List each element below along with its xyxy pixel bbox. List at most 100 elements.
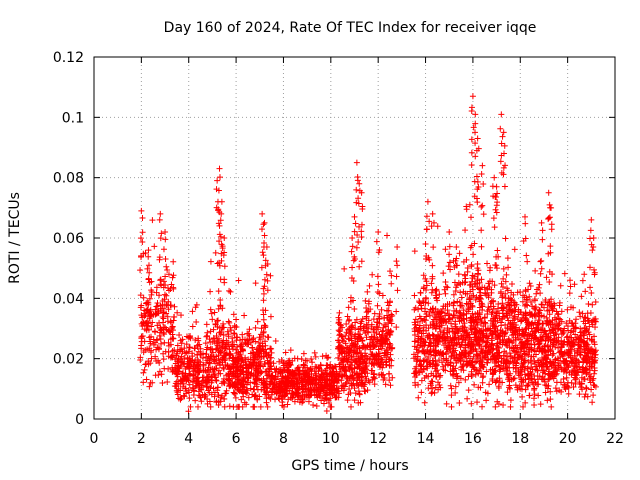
- data-point: [261, 360, 268, 367]
- data-point: [464, 290, 471, 297]
- data-point: [287, 361, 294, 368]
- data-point: [332, 389, 339, 396]
- data-point: [192, 397, 199, 404]
- data-point: [440, 355, 447, 362]
- data-point: [310, 401, 317, 408]
- data-point: [347, 331, 354, 338]
- data-point: [153, 337, 160, 344]
- data-point: [174, 309, 181, 316]
- data-point: [358, 258, 365, 265]
- data-point: [589, 301, 596, 308]
- data-point: [415, 394, 422, 401]
- data-point: [246, 326, 253, 333]
- data-point: [267, 363, 274, 370]
- data-point: [503, 339, 510, 346]
- data-point: [506, 339, 513, 346]
- data-point: [227, 288, 234, 295]
- data-point: [499, 133, 506, 140]
- data-point: [494, 190, 501, 197]
- data-point: [480, 355, 487, 362]
- data-point: [252, 338, 259, 345]
- data-point: [204, 400, 211, 407]
- data-point: [226, 403, 233, 410]
- data-point: [233, 337, 240, 344]
- data-point: [263, 244, 270, 251]
- data-point: [581, 271, 588, 278]
- data-point: [473, 173, 480, 180]
- data-point: [157, 276, 164, 283]
- data-point: [479, 361, 486, 368]
- data-point: [447, 342, 454, 349]
- data-point: [482, 389, 489, 396]
- data-point: [359, 316, 366, 323]
- data-point: [484, 260, 491, 267]
- data-point: [503, 360, 510, 367]
- data-point: [493, 193, 500, 200]
- data-point: [346, 385, 353, 392]
- data-point: [428, 280, 435, 287]
- data-point: [378, 371, 385, 378]
- data-point: [469, 93, 476, 100]
- data-point: [174, 389, 181, 396]
- data-point: [341, 372, 348, 379]
- data-point: [386, 370, 393, 377]
- data-point: [468, 371, 475, 378]
- data-point: [181, 355, 188, 362]
- data-point: [355, 330, 362, 337]
- data-point: [525, 352, 532, 359]
- data-point: [458, 294, 465, 301]
- data-point: [153, 284, 160, 291]
- data-point: [158, 230, 165, 237]
- data-point: [424, 363, 431, 370]
- data-point: [210, 326, 217, 333]
- data-point: [500, 401, 507, 408]
- data-point: [234, 360, 241, 367]
- data-point: [463, 332, 470, 339]
- data-point: [215, 402, 222, 409]
- data-point: [499, 316, 506, 323]
- data-point: [539, 227, 546, 234]
- data-point: [455, 379, 462, 386]
- data-point: [476, 342, 483, 349]
- data-point: [155, 372, 162, 379]
- data-point: [233, 346, 240, 353]
- data-point: [355, 355, 362, 362]
- data-point: [389, 344, 396, 351]
- data-point: [241, 399, 248, 406]
- data-point: [435, 379, 442, 386]
- data-point: [198, 398, 205, 405]
- data-point: [463, 300, 470, 307]
- data-point: [160, 350, 167, 357]
- data-point: [341, 265, 348, 272]
- x-tick-label: 20: [559, 431, 577, 447]
- data-point: [447, 360, 454, 367]
- data-point: [219, 356, 226, 363]
- data-point: [479, 379, 486, 386]
- data-point: [140, 369, 147, 376]
- data-point: [371, 352, 378, 359]
- data-point: [220, 378, 227, 385]
- data-point: [227, 382, 234, 389]
- y-tick-label: 0.04: [53, 291, 84, 307]
- data-point: [366, 282, 373, 289]
- data-point: [417, 315, 424, 322]
- data-point: [263, 271, 270, 278]
- data-point: [364, 370, 371, 377]
- data-point: [280, 403, 287, 410]
- data-point: [251, 356, 258, 363]
- data-point: [427, 336, 434, 343]
- data-point: [565, 390, 572, 397]
- data-point: [242, 358, 249, 365]
- data-point: [230, 341, 237, 348]
- data-point: [451, 279, 458, 286]
- data-point: [557, 282, 564, 289]
- data-point: [426, 332, 433, 339]
- data-point: [254, 396, 261, 403]
- data-point: [468, 161, 475, 168]
- data-point: [263, 395, 270, 402]
- data-point: [139, 238, 146, 245]
- data-point: [454, 298, 461, 305]
- data-point: [145, 361, 152, 368]
- data-point: [363, 362, 370, 369]
- data-point: [146, 345, 153, 352]
